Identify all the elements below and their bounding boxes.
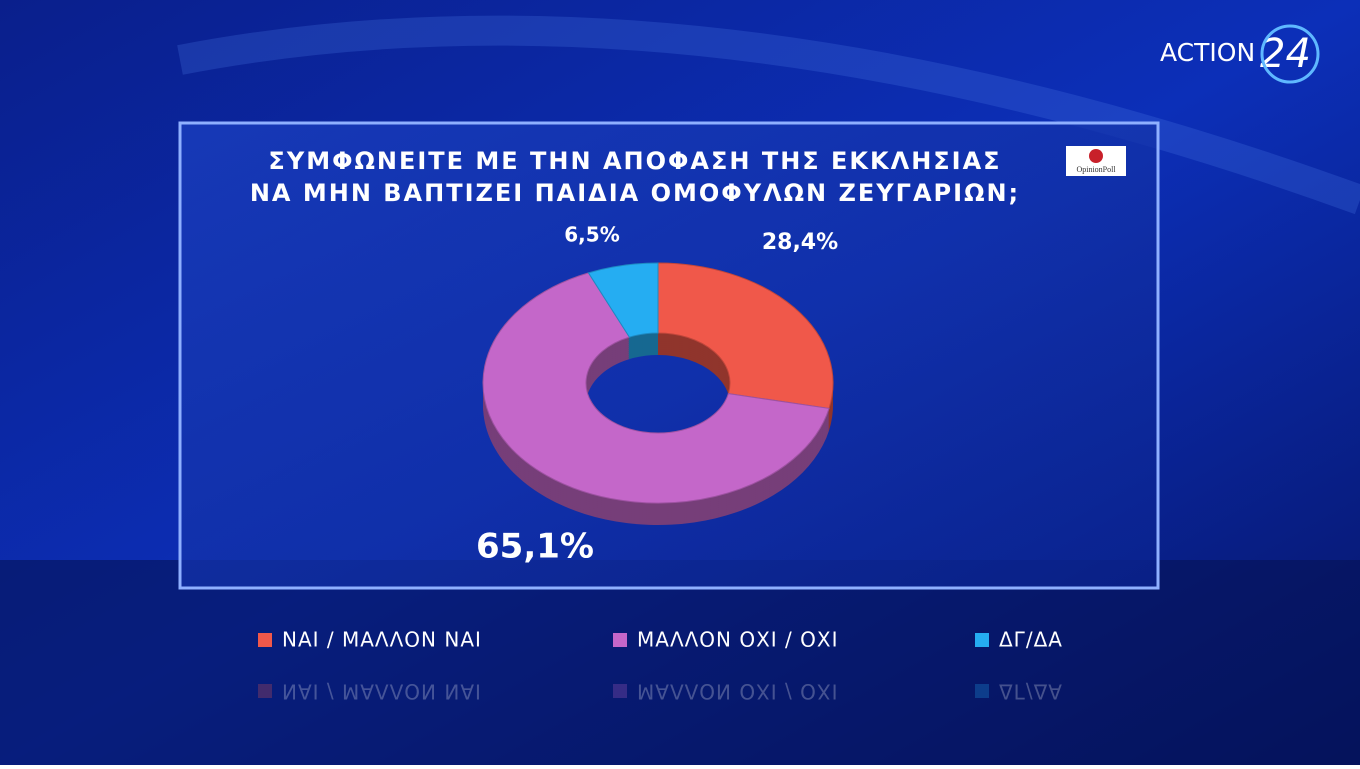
legend-label: ΜΑΛΛΟΝ ΟΧΙ / ΟΧΙ [637, 628, 839, 652]
channel-ring [1260, 24, 1320, 84]
legend-swatch [258, 633, 272, 647]
legend-swatch-reflection [613, 684, 627, 698]
channel-number: 24 [1260, 31, 1311, 77]
legend-label-reflection: ΔΓ/ΔΑ [999, 680, 1063, 704]
legend-swatch [975, 633, 989, 647]
legend-reflection: ΝΑΙ / ΜΑΛΛΟΝ ΝΑΙ [258, 680, 482, 704]
pollster-icon [1089, 149, 1103, 163]
legend-label-reflection: ΜΑΛΛΟΝ ΟΧΙ / ΟΧΙ [637, 680, 839, 704]
title-line: ΣΥΜΦΩΝΕΙΤΕ ΜΕ ΤΗΝ ΑΠΟΦΑΣΗ ΤΗΣ ΕΚΚΛΗΣΙΑΣ [268, 147, 1001, 175]
legend-reflection: ΜΑΛΛΟΝ ΟΧΙ / ΟΧΙ [613, 680, 839, 704]
legend-label-reflection: ΝΑΙ / ΜΑΛΛΟΝ ΝΑΙ [282, 680, 482, 704]
title-line: ΝΑ ΜΗΝ ΒΑΠΤΙΖΕΙ ΠΑΙΔΙΑ ΟΜΟΦΥΛΩΝ ΖΕΥΓΑΡΙΩ… [250, 179, 1020, 207]
pollster-name: OpinionPoll [1076, 165, 1116, 174]
decor-swoosh [177, 15, 1360, 215]
channel-logo: ACTION [1160, 38, 1255, 67]
data-label: 65,1% [476, 527, 594, 567]
legend-label: ΔΓ/ΔΑ [999, 628, 1063, 652]
legend-swatch-reflection [258, 684, 272, 698]
slice [587, 262, 659, 338]
slice [657, 262, 834, 409]
legend-swatch-reflection [975, 684, 989, 698]
data-label: 28,4% [762, 230, 838, 255]
legend-reflection: ΔΓ/ΔΑ [975, 680, 1063, 704]
floor [0, 560, 1360, 765]
data-label: 6,5% [564, 223, 619, 247]
legend-label: ΝΑΙ / ΜΑΛΛΟΝ ΝΑΙ [282, 628, 482, 652]
slice [482, 272, 830, 504]
legend-swatch [613, 633, 627, 647]
